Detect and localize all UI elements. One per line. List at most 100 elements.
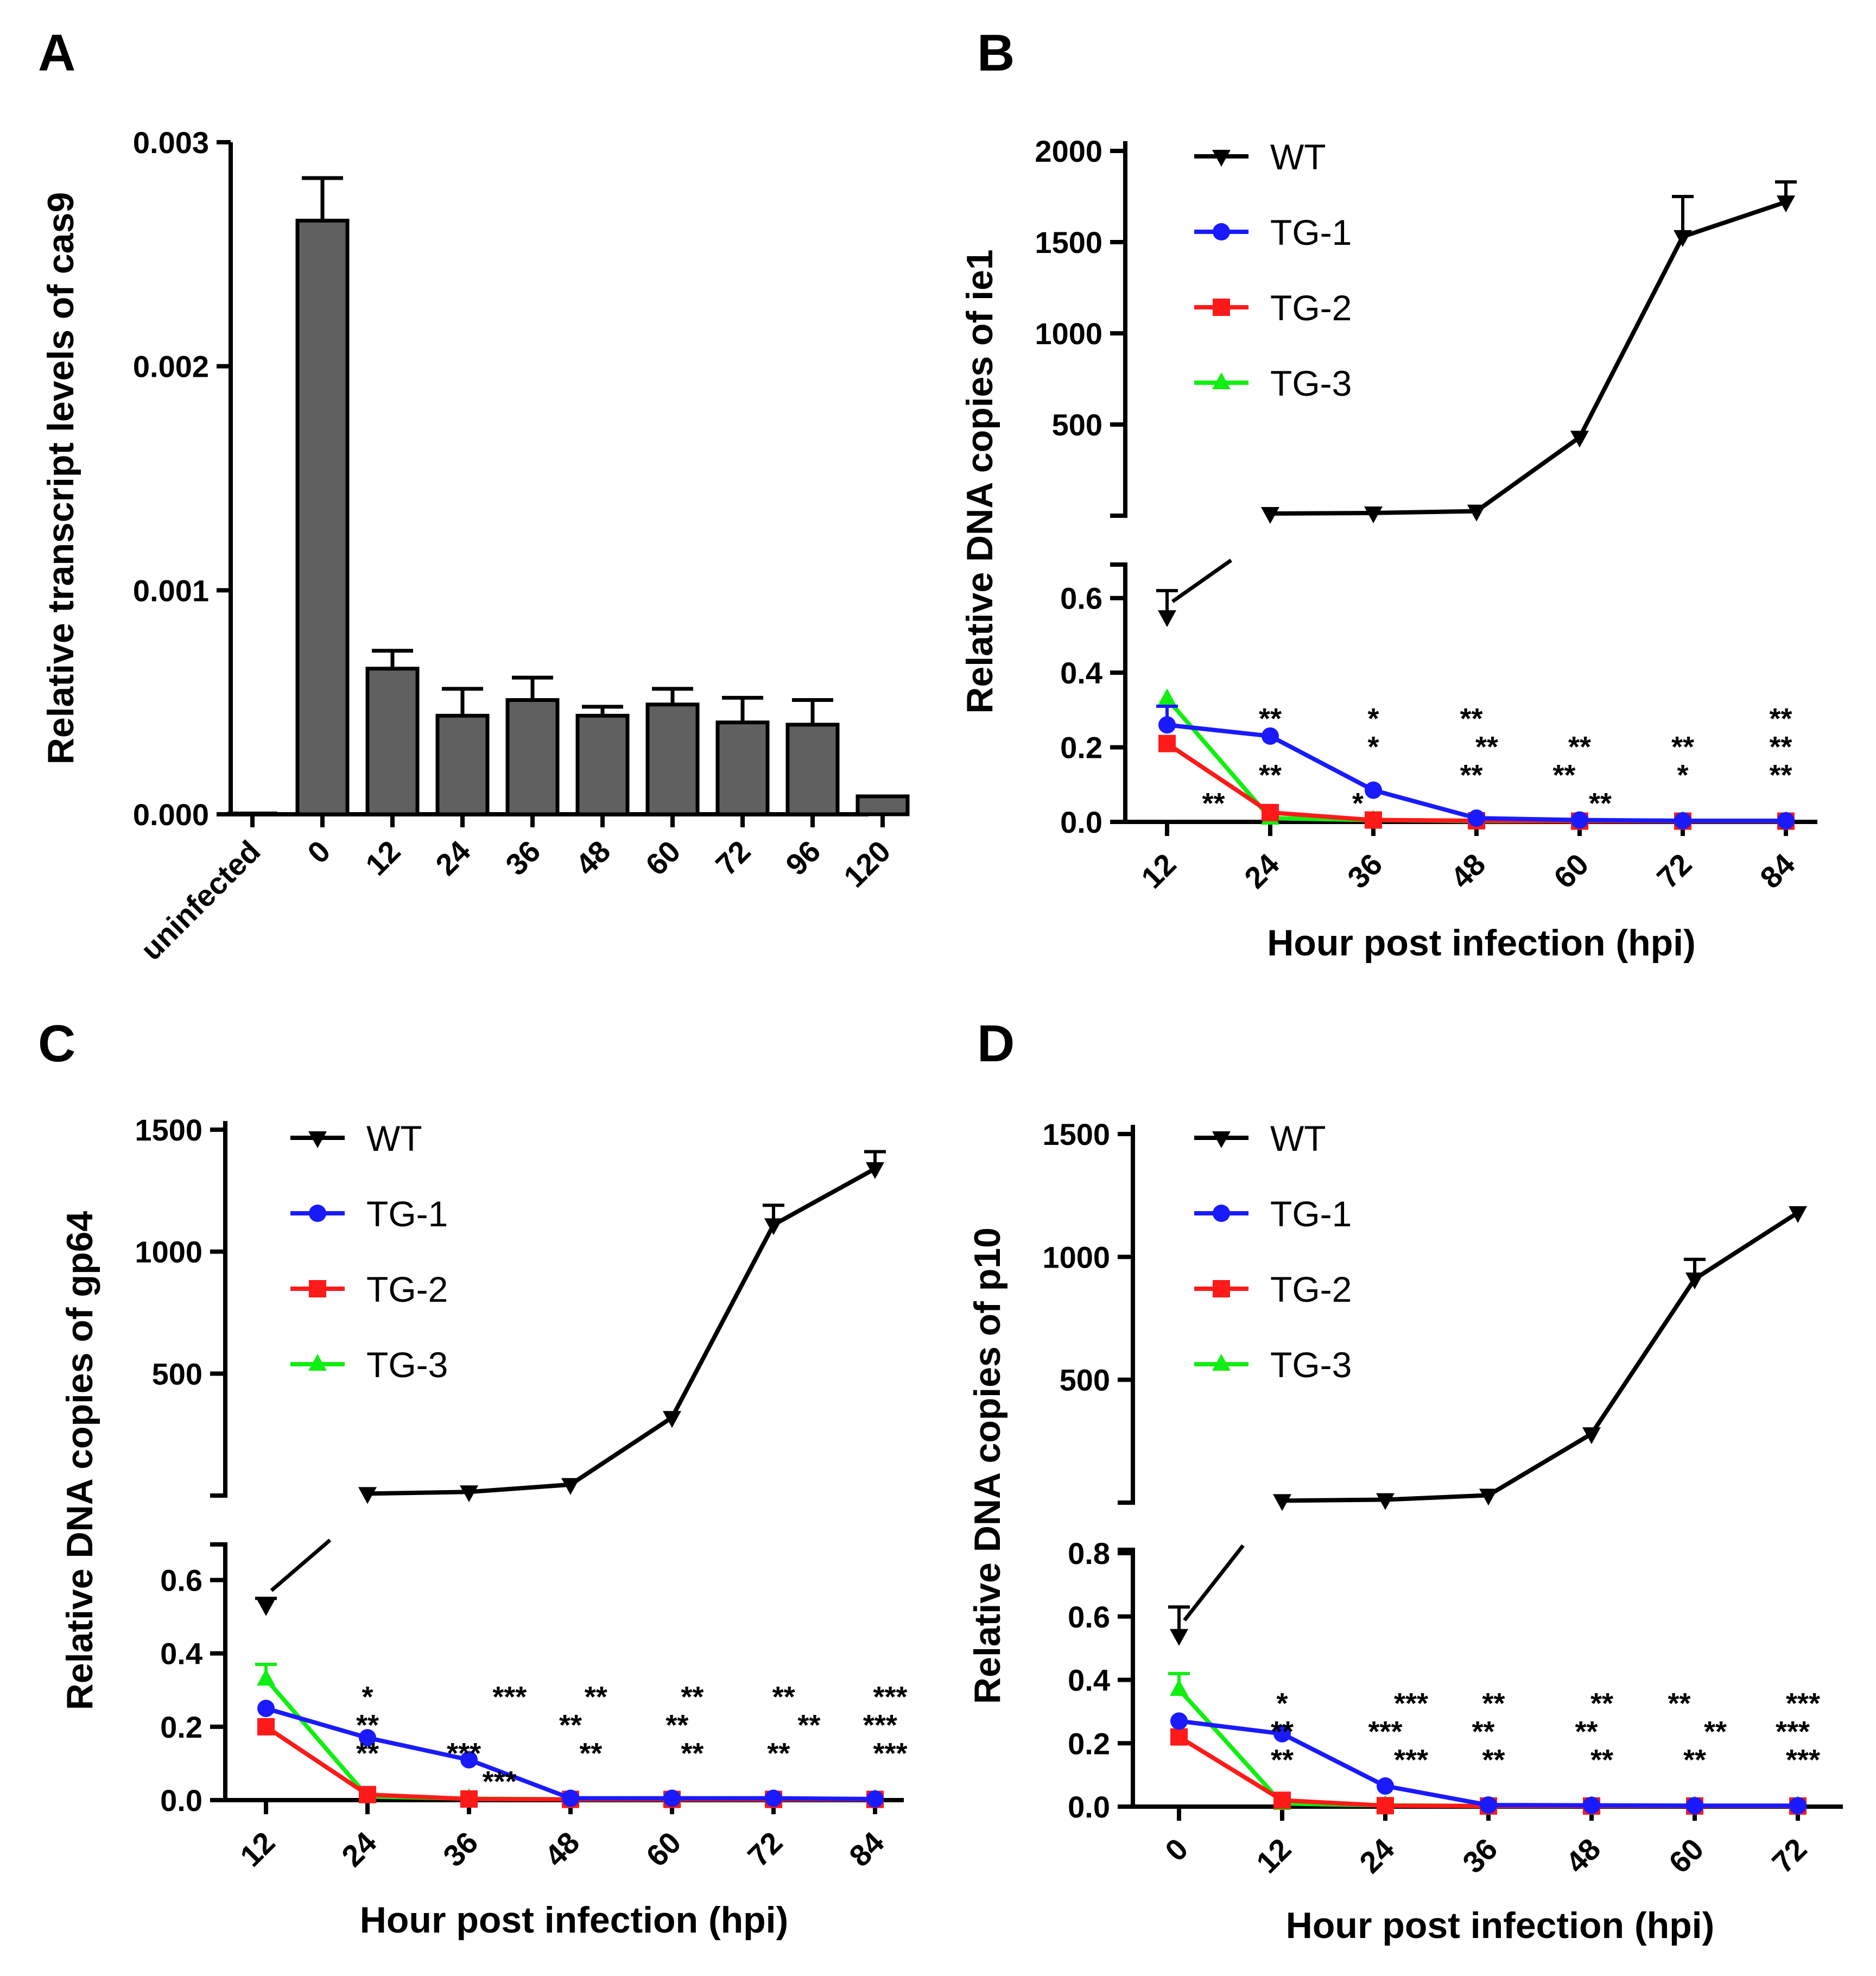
y-tick-label: 0.4 xyxy=(1060,656,1102,690)
significance-label: ** xyxy=(356,1737,379,1770)
legend-label: WT xyxy=(1270,1118,1326,1158)
data-point-tg-3 xyxy=(1158,688,1176,706)
data-point-wt xyxy=(1674,230,1692,247)
x-tick-label: 0 xyxy=(301,834,337,870)
legend: WT TG-1 TG-2 TG-3 xyxy=(1194,1118,1352,1385)
significance-label: ** xyxy=(1271,1744,1294,1776)
x-tick-label: 72 xyxy=(1765,1832,1814,1880)
bar xyxy=(295,218,350,816)
legend-marker xyxy=(1213,299,1230,316)
x-tick-label: 12 xyxy=(1135,847,1183,895)
significance-label: ** xyxy=(585,1681,607,1713)
series-line-wt-connector xyxy=(1171,559,1233,603)
panel-label-d: D xyxy=(977,1015,1015,1073)
data-point-tg-1 xyxy=(1571,811,1588,829)
y-tick-label: 0.6 xyxy=(1060,581,1102,616)
significance-label: ** xyxy=(1769,731,1792,763)
x-tick-label: 48 xyxy=(1559,1832,1607,1880)
data-point-tg-1 xyxy=(257,1700,275,1718)
legend-label: TG-1 xyxy=(1270,1194,1352,1234)
y-tick-label: 0.2 xyxy=(1060,731,1102,765)
y-tick-label: 0.003 xyxy=(133,125,209,160)
data-point-wt xyxy=(764,1218,783,1236)
significance-label: ** xyxy=(579,1737,602,1770)
y-tick-label: 0.6 xyxy=(160,1563,202,1598)
legend-label: TG-3 xyxy=(366,1345,448,1385)
data-point-tg-1 xyxy=(1789,1797,1807,1815)
bar xyxy=(435,713,490,816)
significance-label: ** xyxy=(1668,1687,1690,1720)
x-tick-label: uninfected xyxy=(134,834,267,967)
legend-marker xyxy=(1212,1131,1231,1148)
significance-label: *** xyxy=(873,1737,908,1770)
legend-marker xyxy=(1212,150,1231,167)
x-tick-label: 120 xyxy=(837,834,897,894)
bar xyxy=(785,723,840,816)
data-point-tg-2 xyxy=(1170,1728,1188,1746)
x-tick-label: 48 xyxy=(569,834,617,882)
legend-label: TG-2 xyxy=(1270,288,1352,328)
x-tick-label: 96 xyxy=(779,834,827,882)
y-tick-label: 0.0 xyxy=(1060,805,1102,839)
significance-label: *** xyxy=(1786,1744,1820,1776)
x-tick-label: 72 xyxy=(741,1825,789,1873)
series-line-wt-connector xyxy=(1183,1544,1245,1622)
significance-label: ** xyxy=(681,1737,704,1770)
y-tick-label: 0.8 xyxy=(1068,1536,1110,1570)
significance-label: ** xyxy=(1482,1687,1505,1720)
data-point-wt xyxy=(1479,1489,1498,1506)
data-point-wt xyxy=(1467,504,1486,522)
significance-label: * xyxy=(1367,702,1379,735)
significance-label: *** xyxy=(447,1737,481,1770)
significance-label: *** xyxy=(1368,1715,1402,1748)
panel-label-c: C xyxy=(38,1015,75,1073)
data-point-tg-2 xyxy=(1262,803,1279,821)
significance-label: ** xyxy=(681,1681,704,1713)
legend-marker xyxy=(1212,1354,1231,1371)
data-point-tg-1 xyxy=(1480,1796,1497,1814)
y-tick-label: 1500 xyxy=(1035,225,1102,259)
x-tick-label: 24 xyxy=(429,834,477,882)
data-point-tg-1 xyxy=(1170,1712,1188,1730)
significance-label: * xyxy=(1276,1687,1288,1720)
data-point-wt xyxy=(866,1162,884,1179)
legend-marker xyxy=(1212,372,1231,389)
x-axis-label: Hour post infection (hpi) xyxy=(1286,1905,1714,1946)
significance-label: ** xyxy=(1589,787,1612,820)
data-point-tg-2 xyxy=(1158,734,1176,752)
y-tick-label: 0.2 xyxy=(160,1710,202,1744)
y-tick-label: 1500 xyxy=(135,1113,202,1147)
data-point-tg-1 xyxy=(1777,812,1795,829)
x-tick-label: 12 xyxy=(233,1825,282,1873)
significance-label: ** xyxy=(1460,702,1482,735)
significance-label: ** xyxy=(1568,731,1591,763)
y-axis-label: Relative transcript levels of cas9 xyxy=(40,192,81,765)
legend-label: TG-1 xyxy=(1270,212,1352,252)
data-point-tg-1 xyxy=(1273,1725,1291,1743)
y-tick-label: 0.4 xyxy=(160,1637,202,1671)
significance-label: ** xyxy=(1259,759,1282,791)
significance-label: ** xyxy=(666,1709,688,1741)
y-tick-label: 0.4 xyxy=(1068,1663,1110,1698)
y-axis-label: Relative DNA copies of ie1 xyxy=(959,249,1000,713)
panel-c: C 500 1000 1500 0.0 0.2 0.4 0.6 Relative DNA cop… xyxy=(38,1015,908,1941)
significance-label: ** xyxy=(767,1737,790,1770)
data-point-tg-1 xyxy=(1365,781,1382,799)
data-point-tg-1 xyxy=(1377,1777,1394,1795)
data-point-tg-1 xyxy=(460,1751,478,1769)
significance-label: ** xyxy=(1683,1744,1706,1776)
data-point-tg-1 xyxy=(359,1729,376,1747)
significance-label: *** xyxy=(863,1709,897,1741)
x-tick-label: 84 xyxy=(1753,847,1802,895)
legend: WT TG-1 TG-2 TG-3 xyxy=(290,1118,448,1385)
legend-marker xyxy=(308,1131,327,1148)
significance-label: ** xyxy=(772,1681,795,1713)
y-tick-label: 1000 xyxy=(1035,316,1102,351)
x-axis-label: Hour post infection (hpi) xyxy=(360,1899,788,1941)
data-point-tg-1 xyxy=(1674,812,1691,829)
data-point-wt xyxy=(1685,1272,1704,1290)
data-point-tg-3 xyxy=(1170,1679,1188,1696)
x-tick-label: 36 xyxy=(499,834,547,882)
x-tick-label: 0 xyxy=(1158,1832,1195,1868)
